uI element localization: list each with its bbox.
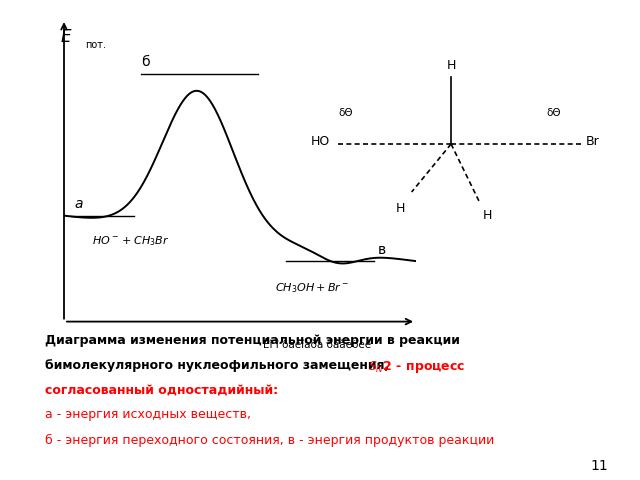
Text: H: H [446, 59, 456, 72]
Text: в: в [378, 242, 385, 257]
Text: H: H [396, 202, 405, 215]
Text: $HO^- + CH_3Br$: $HO^- + CH_3Br$ [92, 234, 170, 248]
Text: Br: Br [586, 135, 600, 148]
Text: $S_{N}$2 - процесс: $S_{N}$2 - процесс [368, 359, 465, 374]
Text: δΘ: δΘ [547, 108, 561, 118]
Text: б: б [141, 55, 150, 69]
Text: δΘ: δΘ [339, 108, 353, 118]
Text: а - энергия исходных веществ,: а - энергия исходных веществ, [45, 408, 251, 421]
Text: E: E [60, 28, 71, 46]
Text: а: а [74, 197, 83, 211]
Text: Диаграмма изменения потенциальной энергии в реакции: Диаграмма изменения потенциальной энерги… [45, 334, 460, 347]
Text: H: H [483, 209, 492, 222]
Text: согласованный одностадийный:: согласованный одностадийный: [45, 384, 278, 396]
Text: бимолекулярного нуклеофильного замещения,: бимолекулярного нуклеофильного замещения… [45, 359, 394, 372]
Text: пот.: пот. [85, 40, 106, 50]
Text: Êî î ðäèíàòà ðåàêöèè: Êî î ðäèíàòà ðåàêöèè [264, 340, 371, 350]
Text: $CH_3OH + Br^-$: $CH_3OH + Br^-$ [275, 281, 349, 295]
Text: б - энергия переходного состояния, в - энергия продуктов реакции: б - энергия переходного состояния, в - э… [45, 433, 494, 446]
Text: HO: HO [311, 135, 330, 148]
Text: 11: 11 [590, 459, 608, 473]
